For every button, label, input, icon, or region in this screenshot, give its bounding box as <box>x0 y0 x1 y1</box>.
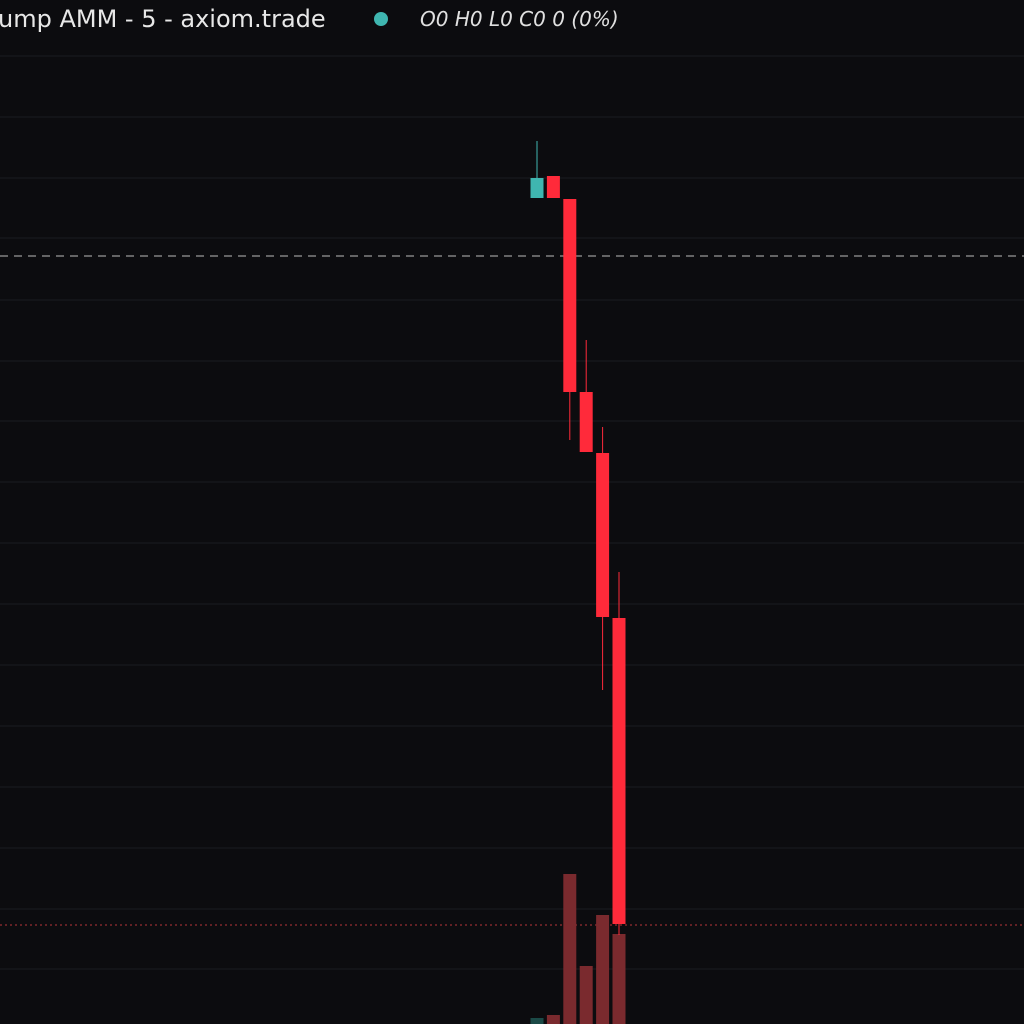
volume-bar <box>596 915 610 1024</box>
volume-bar <box>546 1015 560 1024</box>
chart-title: ump AMM - 5 - axiom.trade <box>0 5 326 33</box>
volume-bar <box>530 1018 544 1024</box>
status-dot <box>374 12 388 26</box>
volume-bar <box>579 966 593 1024</box>
candle-body <box>612 618 626 924</box>
candle-body <box>596 453 610 617</box>
volume-bar <box>612 934 626 1024</box>
candle-body <box>546 176 560 198</box>
candle-body <box>530 178 544 198</box>
candle-body <box>563 199 577 392</box>
volume-bar <box>563 874 577 1024</box>
candle-body <box>579 392 593 452</box>
grid <box>0 55 1024 970</box>
marks <box>530 141 626 1024</box>
ohlc-legend: O0 H0 L0 C0 0 (0%) <box>420 7 619 31</box>
